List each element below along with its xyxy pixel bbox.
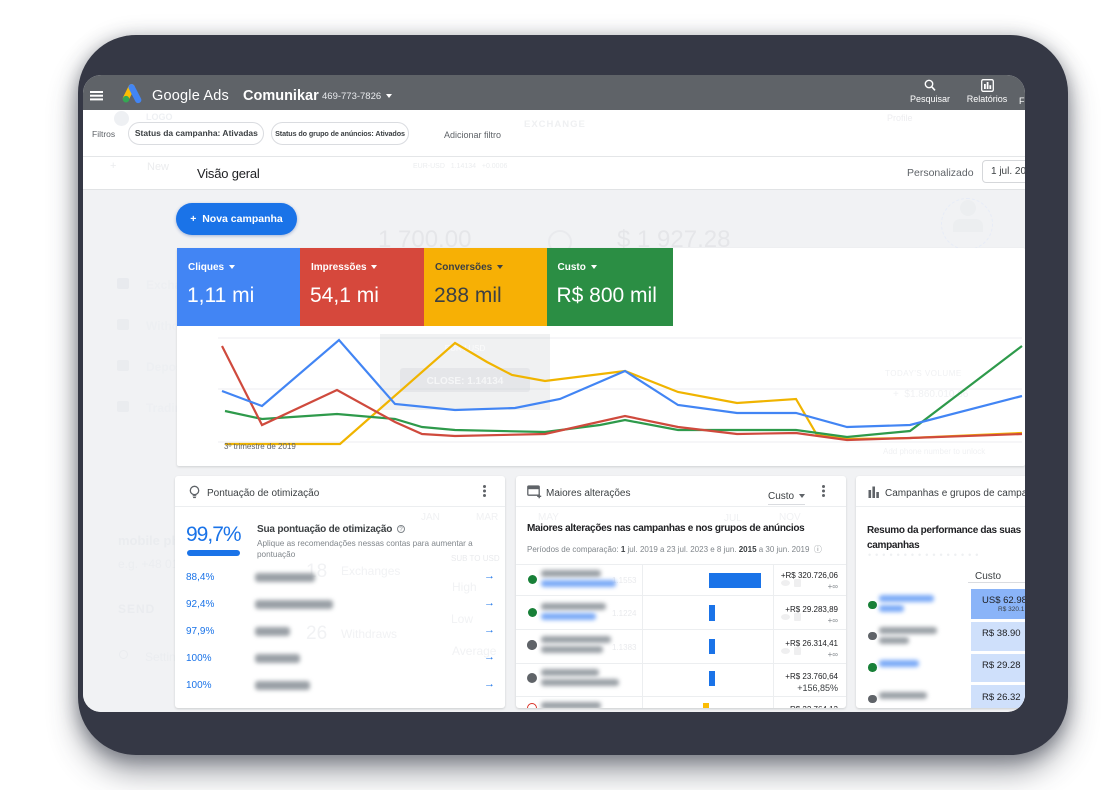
svg-text:CLOSE: 1.14134: CLOSE: 1.14134: [427, 376, 504, 387]
